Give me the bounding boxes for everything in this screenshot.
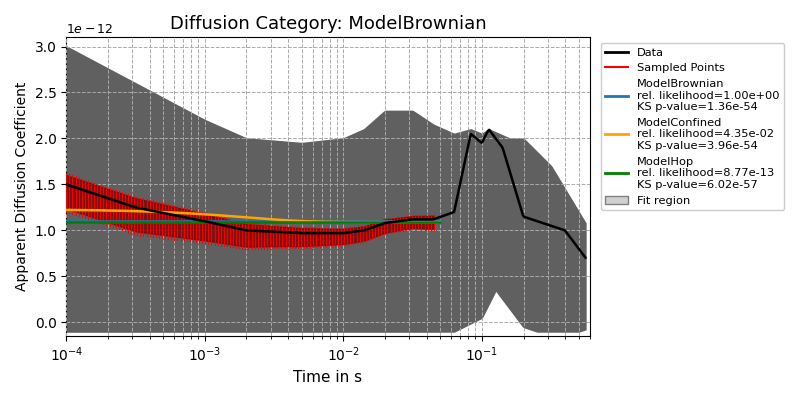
Legend: Data, Sampled Points, ModelBrownian
rel. likelihood=1.00e+00
KS p-value=1.36e-54: Data, Sampled Points, ModelBrownian rel.… — [601, 43, 784, 210]
Y-axis label: Apparent Diffusion Coefficient: Apparent Diffusion Coefficient — [15, 82, 29, 292]
Title: Diffusion Category: ModelBrownian: Diffusion Category: ModelBrownian — [170, 15, 486, 33]
Text: $1e-12$: $1e-12$ — [66, 23, 114, 36]
X-axis label: Time in s: Time in s — [294, 370, 362, 385]
